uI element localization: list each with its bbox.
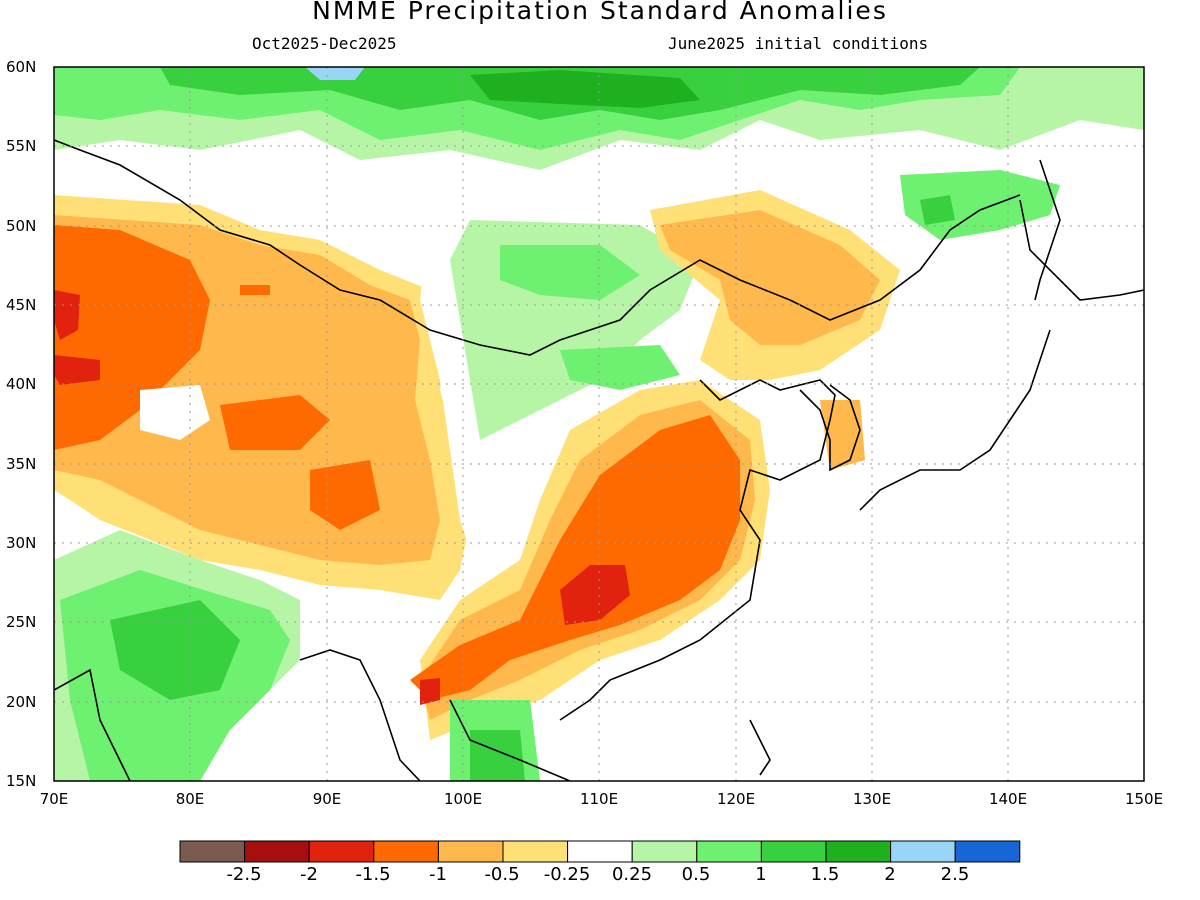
colorbar-swatch-5 bbox=[502, 840, 569, 863]
colorbar-label: -2 bbox=[300, 864, 318, 885]
anomaly-tibet-strong bbox=[220, 285, 380, 530]
colorbar-swatch-0 bbox=[179, 840, 246, 863]
lon-label: 100E bbox=[443, 790, 483, 808]
lat-label: 30N bbox=[6, 534, 37, 552]
colorbar-swatch-7 bbox=[631, 840, 698, 863]
colorbar-swatch-2 bbox=[308, 840, 375, 863]
colorbar-label: -0.25 bbox=[543, 864, 591, 885]
anomaly-west-strong bbox=[54, 225, 210, 450]
colorbar-swatch-1 bbox=[244, 840, 310, 863]
colorbar-swatch-10 bbox=[825, 840, 892, 863]
map-title: NMME Precipitation Standard Anomalies bbox=[312, 0, 888, 25]
colorbar-swatch-8 bbox=[696, 840, 762, 863]
anomaly-west-intense bbox=[54, 290, 100, 385]
colorbar-label: 1.5 bbox=[810, 864, 840, 885]
coastline-south-asia bbox=[54, 649, 571, 781]
anomaly-south-strong bbox=[410, 415, 740, 700]
lat-label: 25N bbox=[6, 613, 37, 631]
anomaly-mongolia-green bbox=[500, 245, 680, 390]
lat-label: 45N bbox=[6, 296, 37, 314]
lon-label: 120E bbox=[716, 790, 756, 808]
anomaly-northeast-medium bbox=[660, 210, 880, 345]
lon-label: 70E bbox=[39, 790, 69, 808]
lon-label: 110E bbox=[579, 790, 619, 808]
colorbar-swatch-9 bbox=[760, 840, 827, 863]
lon-label: 150E bbox=[1124, 790, 1164, 808]
lat-label: 60N bbox=[6, 58, 37, 76]
initial-conditions: June2025 initial conditions bbox=[668, 34, 929, 53]
colorbar-label: 0.5 bbox=[681, 864, 711, 885]
lon-label: 90E bbox=[312, 790, 342, 808]
colorbar-label: -1.5 bbox=[355, 864, 391, 885]
colorbar-swatch-12 bbox=[954, 840, 1021, 863]
lon-label: 80E bbox=[175, 790, 205, 808]
lat-label: 50N bbox=[6, 217, 37, 235]
colorbar-swatch-6 bbox=[567, 840, 633, 863]
coastline-sakhalin bbox=[1034, 159, 1061, 301]
lat-label: 20N bbox=[6, 693, 37, 711]
lat-label: 55N bbox=[6, 137, 37, 155]
anomaly-india-dark bbox=[110, 600, 240, 700]
coastline-korea bbox=[799, 384, 861, 472]
colorbar-label: 2.5 bbox=[940, 864, 970, 885]
colorbar-label: -2.5 bbox=[226, 864, 262, 885]
lat-label: 35N bbox=[6, 455, 37, 473]
coastlines bbox=[54, 139, 1144, 781]
colorbar-swatch-3 bbox=[373, 840, 439, 863]
colorbar-label: 0.25 bbox=[611, 864, 653, 885]
coastline-asia bbox=[54, 139, 1021, 356]
graticule bbox=[54, 67, 1144, 781]
forecast-period: Oct2025-Dec2025 bbox=[252, 34, 397, 53]
anomaly-okhotsk-green-dark bbox=[920, 195, 955, 225]
lon-label: 140E bbox=[988, 790, 1028, 808]
colorbar-label: 1 bbox=[755, 864, 767, 885]
anomaly-south-intense bbox=[420, 565, 630, 705]
anomaly-north-blue bbox=[305, 67, 365, 80]
colorbar-label: 2 bbox=[884, 864, 896, 885]
lat-label: 15N bbox=[6, 772, 37, 790]
anomaly-tibet-white bbox=[140, 385, 210, 440]
coastline-taiwan bbox=[749, 719, 771, 776]
anomaly-field bbox=[54, 67, 1144, 781]
map-frame bbox=[53, 66, 1145, 782]
coastline-china-east bbox=[559, 379, 836, 721]
colorbar-label: -0.5 bbox=[484, 864, 520, 885]
colorbar-swatch-11 bbox=[890, 840, 956, 863]
colorbar bbox=[179, 840, 1021, 863]
colorbar-label: -1 bbox=[429, 864, 447, 885]
anomaly-north-green-darker bbox=[470, 70, 700, 108]
coastline-japan bbox=[859, 199, 1144, 511]
lat-label: 40N bbox=[6, 375, 37, 393]
lon-label: 130E bbox=[852, 790, 892, 808]
colorbar-swatch-4 bbox=[437, 840, 504, 863]
anomaly-indochina-dark bbox=[470, 730, 525, 781]
